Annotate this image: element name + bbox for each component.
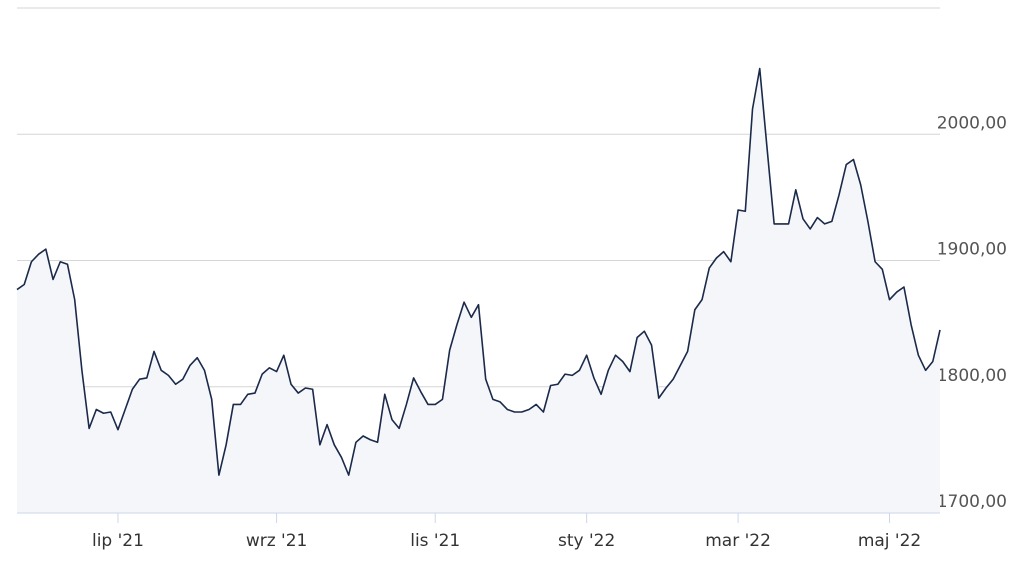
- x-tick-label: sty '22: [558, 531, 615, 551]
- y-tick-label: 1900,00: [937, 240, 1007, 260]
- x-tick-label: lis '21: [410, 531, 460, 551]
- line: [16, 67, 941, 476]
- x-tick-label: maj '22: [858, 531, 921, 551]
- x-tick-label: lip '21: [92, 531, 144, 551]
- x-tick-label: wrz '21: [246, 531, 308, 551]
- y-tick-label: 1800,00: [937, 366, 1007, 386]
- y-tick-label: 2000,00: [937, 113, 1007, 133]
- x-tick-label: mar '22: [705, 531, 771, 551]
- area: [17, 68, 940, 513]
- y-tick-label: 1700,00: [937, 492, 1007, 512]
